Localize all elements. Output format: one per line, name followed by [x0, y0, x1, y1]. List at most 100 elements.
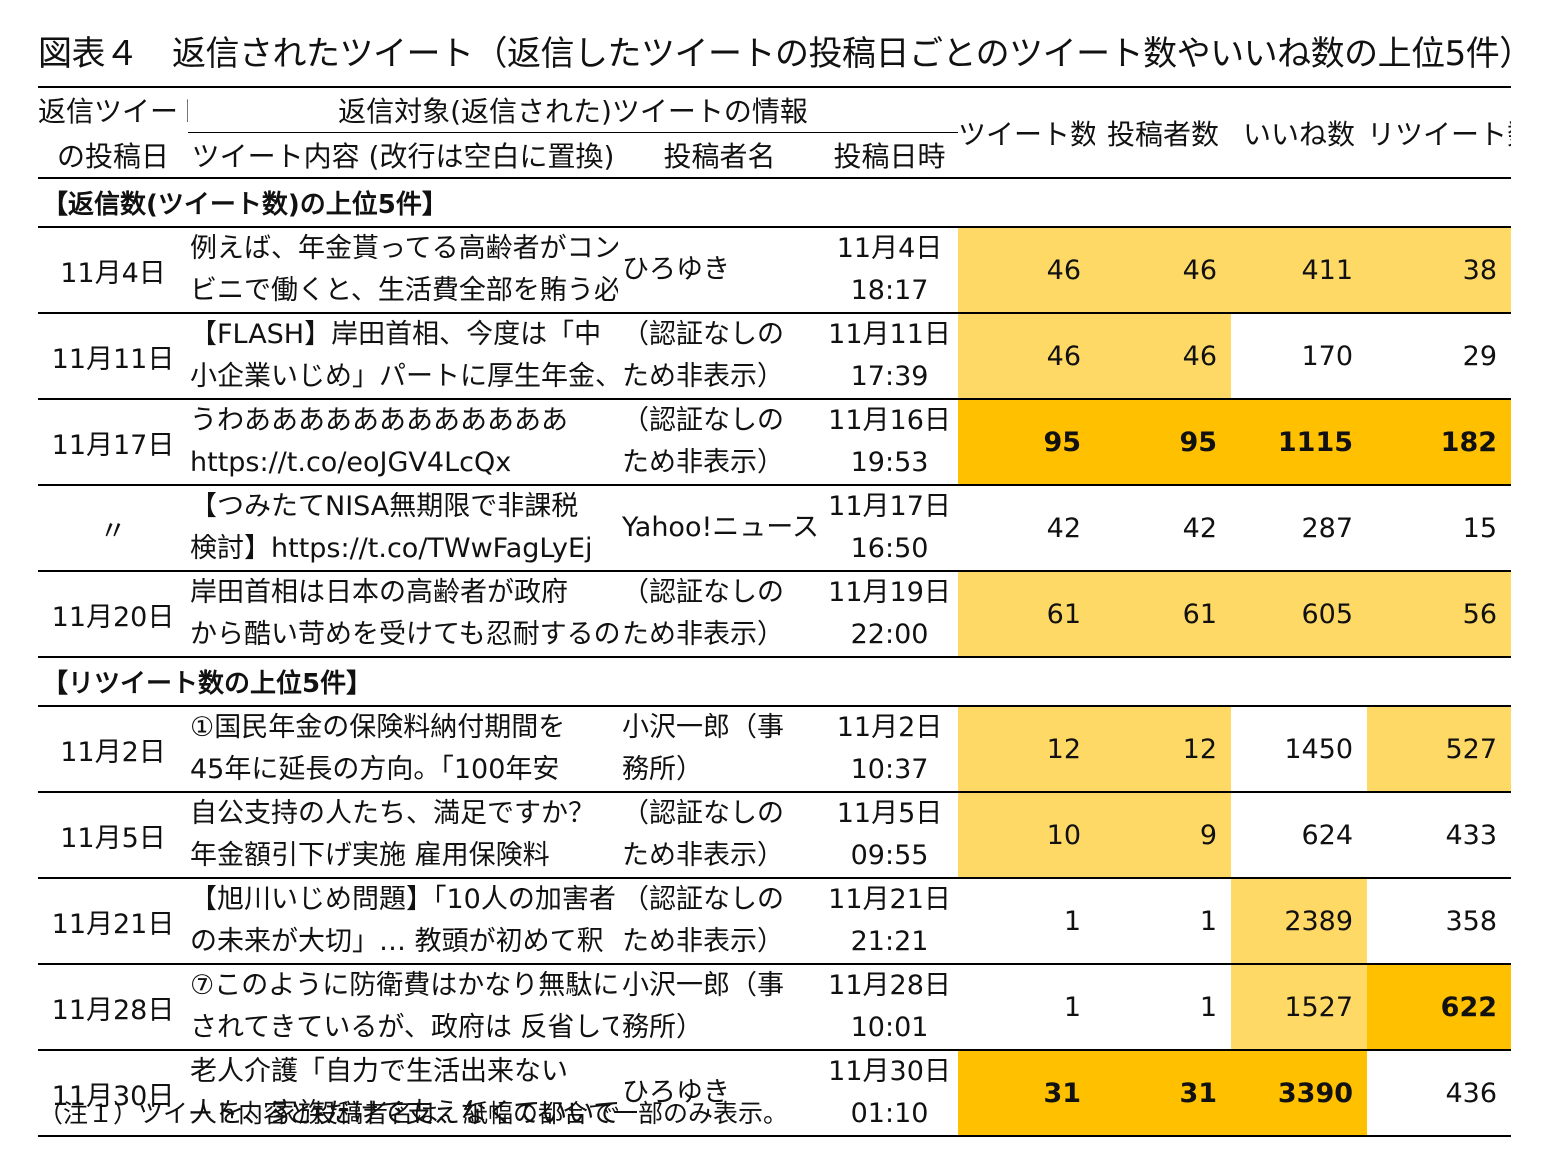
- reply-table: 返信ツイート 返信対象(返信された)ツイートの情報 ツイート数 投稿者数 いいね…: [38, 86, 1512, 1137]
- content-line: ⑦このように防衛費はかなり無駄に: [190, 970, 618, 1001]
- table-row: 11月4日 例えば、年金貰ってる高齢者がコン ビニで働くと、生活費全部を賄う必 ひろゆ…: [38, 227, 1512, 314]
- likes-count: 1115: [1231, 399, 1368, 486]
- tweets-count: 46: [958, 313, 1096, 400]
- reply-date: 11月11日: [38, 313, 188, 400]
- content-line: うわああああああああああああ: [190, 405, 568, 436]
- tweet-content: 【つみたてNISA無期限で非課税 検討】https://t.co/TWwFagLy…: [188, 485, 618, 572]
- posted-datetime: 11月11日 17:39: [821, 313, 959, 400]
- author-line: 務所）: [622, 754, 703, 785]
- tweet-content: ⑦このように防衛費はかなり無駄に されてきているが、政府は 反省して: [188, 964, 618, 1051]
- retweets-count: 436: [1367, 1050, 1512, 1137]
- author-line: 務所）: [622, 1012, 703, 1043]
- posted-datetime: 11月4日 18:17: [821, 227, 959, 314]
- tweet-content: 老人介護「自力で生活出来ない人を、家族だけで支えなくていいで: [188, 1050, 618, 1137]
- section-label: 【リツイート数の上位5件】: [38, 657, 1512, 707]
- likes-count: 1527: [1231, 964, 1368, 1051]
- reply-date: 11月2日: [38, 706, 188, 793]
- header-tweets: ツイート数: [958, 86, 1096, 179]
- content-line: 老人介護「自力で生活出来ない: [190, 1056, 568, 1087]
- author-line: （認証なしの: [622, 798, 784, 829]
- tweets-count: 46: [958, 227, 1096, 314]
- author-line: ひろゆき: [622, 254, 730, 285]
- table-row: 〃【つみたてNISA無期限で非課税 検討】https://t.co/TWwFagL…: [38, 485, 1512, 572]
- posters-count: 9: [1095, 792, 1232, 879]
- content-line: の未来が大切」… 教頭が初めて釈: [190, 926, 604, 957]
- section-header: 【返信数(ツイート数)の上位5件】: [38, 178, 1512, 228]
- likes-count: 287: [1231, 485, 1368, 572]
- posted-date: 11月11日: [828, 319, 951, 350]
- reply-date: 11月4日: [38, 227, 188, 314]
- author-name: （認証なしの ため非表示）: [618, 313, 821, 400]
- content-line: https://t.co/eoJGV4LcQx: [190, 447, 512, 478]
- author-name: （認証なしの ため非表示）: [618, 399, 821, 486]
- content-line: から酷い苛めを受けても忍耐するの: [190, 619, 618, 650]
- author-name: 小沢一郎（事 務所）: [618, 964, 821, 1051]
- header-content: ツイート内容 (改行は空白に置換): [188, 132, 618, 179]
- retweets-count: 56: [1367, 571, 1512, 658]
- reply-date: 〃: [38, 485, 188, 572]
- likes-count: 1450: [1231, 706, 1368, 793]
- author-line: Yahoo!ニュース: [622, 512, 819, 543]
- likes-count: 411: [1231, 227, 1368, 314]
- posted-date: 11月28日: [828, 970, 951, 1001]
- author-name: Yahoo!ニュース: [618, 485, 821, 572]
- tweet-content: 岸田首相は日本の高齢者が政府から酷い苛めを受けても忍耐するの: [188, 571, 618, 658]
- posted-time: 22:00: [850, 619, 929, 650]
- posted-datetime: 11月16日 19:53: [821, 399, 959, 486]
- author-name: 小沢一郎（事 務所）: [618, 706, 821, 793]
- posted-date: 11月19日: [828, 577, 951, 608]
- section-label: 【返信数(ツイート数)の上位5件】: [38, 178, 1512, 228]
- tweets-count: 61: [958, 571, 1096, 658]
- header-retweets: リツイート数: [1367, 86, 1512, 179]
- content-line: 人を、家族だけで支えなくていいで: [190, 1098, 618, 1129]
- posted-date: 11月2日: [836, 712, 943, 743]
- header-row-2: の投稿日 ツイート内容 (改行は空白に置換) 投稿者名 投稿日時: [38, 132, 1511, 179]
- likes-count: 3390: [1231, 1050, 1368, 1137]
- author-line: （認証なしの: [622, 577, 784, 608]
- content-line: 【FLASH】岸田首相、今度は「中: [190, 319, 602, 350]
- posted-datetime: 11月2日 10:37: [821, 706, 959, 793]
- retweets-count: 433: [1367, 792, 1512, 879]
- table-row: 11月20日 岸田首相は日本の高齢者が政府 から酷い苛めを受けても忍耐するの （認証な…: [38, 571, 1512, 658]
- retweets-count: 527: [1367, 706, 1512, 793]
- retweets-count: 29: [1367, 313, 1512, 400]
- likes-count: 624: [1231, 792, 1368, 879]
- content-line: 【つみたてNISA無期限で非課税: [190, 491, 579, 522]
- posters-count: 46: [1095, 227, 1232, 314]
- posters-count: 61: [1095, 571, 1232, 658]
- posted-date: 11月4日: [836, 233, 943, 264]
- author-line: ため非表示）: [622, 361, 784, 392]
- tweets-count: 1: [958, 964, 1096, 1051]
- header-reply-date-1: 返信ツイート: [38, 86, 188, 133]
- content-line: 例えば、年金貰ってる高齢者がコン: [190, 233, 618, 264]
- tweets-count: 12: [958, 706, 1096, 793]
- author-line: ため非表示）: [622, 619, 784, 650]
- retweets-count: 182: [1367, 399, 1512, 486]
- author-name: ひろゆき: [618, 227, 821, 314]
- posted-datetime: 11月21日 21:21: [821, 878, 959, 965]
- content-line: ビニで働くと、生活費全部を賄う必: [190, 275, 618, 306]
- table-row: 11月17日 うわああああああああああああ https://t.co/eoJGV4L…: [38, 399, 1512, 486]
- author-line: 小沢一郎（事: [622, 970, 784, 1001]
- table-row: 11月21日 【旭川いじめ問題】「10人の加害者 の未来が大切」… 教頭が初めて釈（…: [38, 878, 1512, 965]
- tweet-content: 例えば、年金貰ってる高齢者がコン ビニで働くと、生活費全部を賄う必: [188, 227, 618, 314]
- header-reply-date-2: の投稿日: [38, 132, 188, 179]
- header-posted: 投稿日時: [821, 132, 959, 179]
- posted-date: 11月16日: [828, 405, 951, 436]
- reply-date: 11月5日: [38, 792, 188, 879]
- reply-date: 11月21日: [38, 878, 188, 965]
- author-line: （認証なしの: [622, 319, 784, 350]
- content-line: 岸田首相は日本の高齢者が政府: [190, 577, 568, 608]
- likes-count: 170: [1231, 313, 1368, 400]
- posted-datetime: 11月17日 16:50: [821, 485, 959, 572]
- tweets-count: 10: [958, 792, 1096, 879]
- posters-count: 31: [1095, 1050, 1232, 1137]
- author-line: ため非表示）: [622, 447, 784, 478]
- posted-date: 11月17日: [828, 491, 951, 522]
- header-posters: 投稿者数: [1095, 86, 1232, 179]
- reply-date: 11月17日: [38, 399, 188, 486]
- content-line: 自公支持の人たち、満足ですか？: [190, 798, 595, 829]
- tweet-content: 【旭川いじめ問題】「10人の加害者 の未来が大切」… 教頭が初めて釈: [188, 878, 618, 965]
- posters-count: 12: [1095, 706, 1232, 793]
- content-line: されてきているが、政府は 反省して: [190, 1012, 618, 1043]
